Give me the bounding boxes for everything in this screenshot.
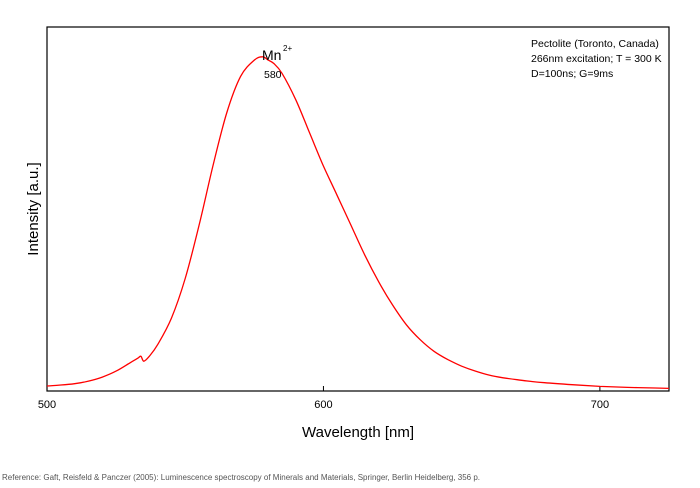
plot-frame (46, 26, 670, 392)
peak-label: Mn 2+ 580 (262, 44, 292, 81)
x-axis-ticks: 500 600 700 (38, 386, 609, 411)
x-tick-label: 600 (314, 399, 332, 411)
reference-citation: Reference: Gaft, Reisfeld & Panczer (200… (2, 473, 481, 482)
x-tick-label: 500 (38, 399, 56, 411)
x-tick-label: 700 (591, 399, 609, 411)
luminescence-series-line (46, 56, 670, 390)
peak-ion-label: Mn (262, 47, 281, 63)
y-axis-title: Intensity [a.u.] (25, 162, 42, 255)
x-axis-title: Wavelength [nm] (302, 424, 414, 441)
annotation-box: Pectolite (Toronto, Canada) 266nm excita… (531, 38, 662, 80)
peak-charge-label: 2+ (283, 44, 292, 53)
annotation-line-2: 266nm excitation; T = 300 K (531, 53, 662, 65)
peak-value-label: 580 (264, 69, 282, 81)
annotation-line-1: Pectolite (Toronto, Canada) (531, 38, 659, 50)
spectrum-chart: 500 600 700 Pectolite (Toronto, Canada) 26… (25, 26, 670, 441)
annotation-line-3: D=100ns; G=9ms (531, 68, 613, 80)
